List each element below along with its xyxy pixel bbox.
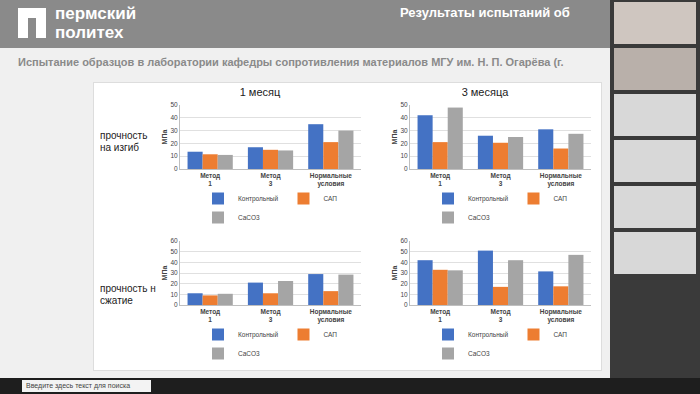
svg-text:0: 0 <box>404 301 408 308</box>
html-text:Введите здесь текст для поиска: Введите здесь текст для поиска <box>26 382 131 389</box>
svg-text:CaCO3: CaCO3 <box>238 350 260 357</box>
svg-text:10: 10 <box>400 152 408 159</box>
svg-text:САП: САП <box>553 331 567 338</box>
svg-text:20: 20 <box>400 140 408 147</box>
svg-text:50: 50 <box>170 101 178 108</box>
svg-text:40: 40 <box>400 259 408 266</box>
svg-text:Нормальныеусловия: Нормальныеусловия <box>310 308 352 324</box>
svg-text:10: 10 <box>170 152 178 159</box>
svg-text:Контрольный: Контрольный <box>468 331 508 339</box>
html-text:прочность н сжатие: прочность н сжатие <box>100 283 156 306</box>
svg-text:60: 60 <box>400 237 408 244</box>
svg-text:Контрольный: Контрольный <box>238 331 278 339</box>
svg-text:Метод1: Метод1 <box>430 308 450 323</box>
svg-text:60: 60 <box>170 237 178 244</box>
svg-text:30: 30 <box>400 127 408 134</box>
svg-text:Метод3: Метод3 <box>490 308 510 323</box>
svg-text:30: 30 <box>400 269 408 276</box>
html-text:1 месяц: 1 месяц <box>239 86 281 98</box>
svg-text:МПа: МПа <box>391 130 398 145</box>
svg-text:САП: САП <box>323 195 337 202</box>
svg-text:10: 10 <box>400 291 408 298</box>
svg-text:МПа: МПа <box>161 130 168 145</box>
svg-text:0: 0 <box>404 165 408 172</box>
svg-text:CaCO3: CaCO3 <box>238 214 260 221</box>
html-text:прочность на изгиб: прочность на изгиб <box>100 130 148 153</box>
svg-text:50: 50 <box>400 101 408 108</box>
svg-text:Метод3: Метод3 <box>260 172 280 187</box>
svg-text:МПа: МПа <box>391 266 398 281</box>
svg-text:0: 0 <box>174 301 178 308</box>
svg-text:Нормальныеусловия: Нормальныеусловия <box>310 172 352 188</box>
svg-text:50: 50 <box>400 248 408 255</box>
html-text:3 месяца: 3 месяца <box>461 86 509 98</box>
svg-text:Контрольный: Контрольный <box>468 195 508 203</box>
svg-text:Метод3: Метод3 <box>490 172 510 187</box>
html-text:пермский: пермский <box>55 4 137 23</box>
html-text:Результаты испытаний об: Результаты испытаний об <box>400 5 570 20</box>
svg-text:САП: САП <box>323 331 337 338</box>
svg-text:Контрольный: Контрольный <box>238 195 278 203</box>
svg-text:САП: САП <box>553 195 567 202</box>
svg-text:CaCO3: CaCO3 <box>468 214 490 221</box>
svg-text:Метод1: Метод1 <box>200 172 220 187</box>
html-text:политех: политех <box>55 23 124 42</box>
svg-text:40: 40 <box>400 114 408 121</box>
svg-text:Нормальныеусловия: Нормальныеусловия <box>540 308 582 324</box>
svg-text:20: 20 <box>400 280 408 287</box>
svg-text:20: 20 <box>170 280 178 287</box>
svg-text:МПа: МПа <box>161 266 168 281</box>
svg-text:Метод1: Метод1 <box>200 308 220 323</box>
svg-text:30: 30 <box>170 269 178 276</box>
svg-text:0: 0 <box>174 165 178 172</box>
svg-text:30: 30 <box>170 127 178 134</box>
svg-text:Нормальныеусловия: Нормальныеусловия <box>540 172 582 188</box>
svg-text:40: 40 <box>170 114 178 121</box>
svg-text:Метод1: Метод1 <box>430 172 450 187</box>
svg-text:Метод3: Метод3 <box>260 308 280 323</box>
svg-text:10: 10 <box>170 291 178 298</box>
svg-text:40: 40 <box>170 259 178 266</box>
svg-text:CaCO3: CaCO3 <box>468 350 490 357</box>
html-text:Испытание образцов в лаборатор: Испытание образцов в лаборатории кафедры… <box>18 56 564 68</box>
svg-text:20: 20 <box>170 140 178 147</box>
svg-text:50: 50 <box>170 248 178 255</box>
